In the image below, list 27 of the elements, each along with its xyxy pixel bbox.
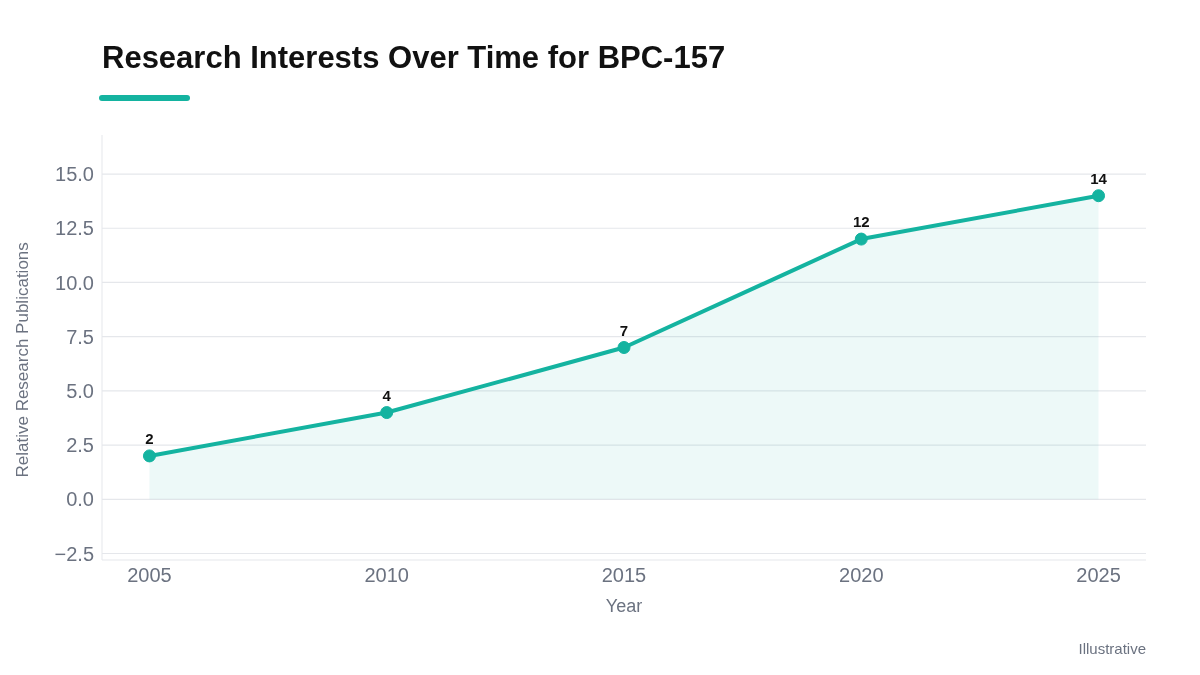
y-tick-label: −2.5 bbox=[54, 542, 94, 565]
data-label: 12 bbox=[852, 213, 870, 231]
y-tick-label: 7.5 bbox=[66, 325, 94, 348]
chart-title: Research Interests Over Time for BPC-157 bbox=[102, 40, 726, 76]
x-axis-title: Year bbox=[605, 596, 643, 616]
y-tick-label: 5.0 bbox=[66, 379, 94, 402]
y-tick-label: 15.0 bbox=[55, 163, 94, 186]
y-tick-label: 10.0 bbox=[55, 271, 94, 294]
y-tick-label: 0.0 bbox=[66, 488, 94, 511]
x-tick-label: 2005 bbox=[127, 564, 172, 587]
y-axis-title: Relative Research Publications bbox=[13, 242, 33, 478]
point bbox=[380, 406, 394, 420]
point bbox=[142, 449, 156, 463]
point bbox=[854, 232, 868, 246]
data-label: 2 bbox=[145, 429, 154, 447]
data-label: 7 bbox=[619, 321, 629, 339]
data-label: 4 bbox=[382, 386, 392, 404]
y-tick-label: 2.5 bbox=[66, 434, 94, 457]
data-label: 14 bbox=[1090, 169, 1108, 187]
y-tick-label: 12.5 bbox=[55, 217, 94, 240]
point bbox=[1092, 189, 1106, 203]
text: Illustrative bbox=[1078, 640, 1146, 657]
x-tick-label: 2020 bbox=[839, 564, 884, 587]
x-tick-label: 2025 bbox=[1076, 564, 1121, 587]
x-tick-label: 2010 bbox=[364, 564, 409, 587]
x-tick-label: 2015 bbox=[601, 564, 647, 587]
point bbox=[617, 341, 631, 354]
